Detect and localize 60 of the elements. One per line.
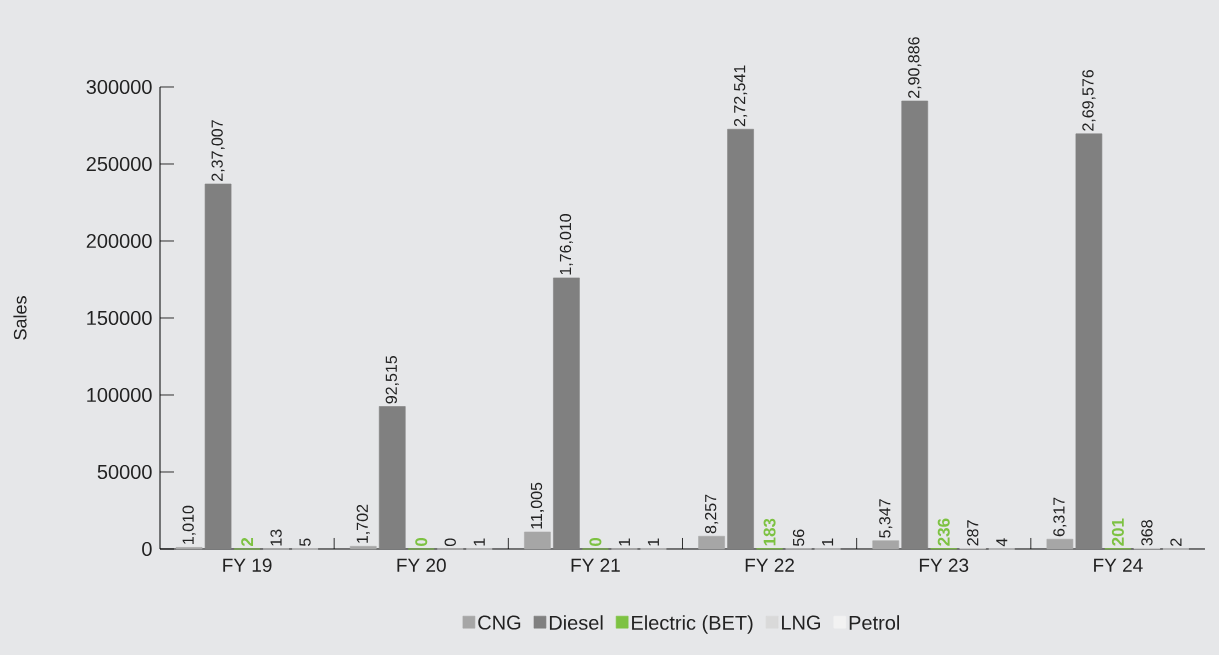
y-tick-label: 200000: [86, 233, 152, 249]
data-label: 1,76,010: [559, 213, 574, 275]
data-label: 2,69,576: [1082, 69, 1096, 131]
bar: [698, 535, 725, 550]
y-tick-label: 50000: [97, 464, 152, 480]
data-label: 92,515: [385, 355, 399, 404]
data-label: 2: [1170, 538, 1182, 546]
data-label: 201: [1111, 518, 1124, 546]
bar: [524, 531, 551, 550]
data-label: 8,257: [704, 494, 719, 534]
data-label: 56: [792, 529, 805, 546]
bar: [204, 183, 232, 550]
legend-label: LNG: [782, 615, 820, 630]
legend-label: Diesel: [549, 615, 603, 630]
bar: [349, 546, 377, 550]
bar: [901, 100, 929, 550]
data-label: 5,347: [879, 499, 893, 538]
y-tick-label: 300000: [86, 79, 152, 95]
bar: [378, 406, 406, 550]
data-label: 183: [763, 518, 776, 546]
legend-label: Electric (BET): [632, 615, 753, 634]
bar: [1046, 538, 1074, 550]
data-label: 5: [299, 538, 311, 547]
data-label: 236: [937, 518, 950, 546]
data-label: 1: [473, 538, 485, 546]
data-label: 368: [1141, 520, 1153, 546]
data-label: 2,72,541: [733, 65, 748, 127]
data-label: 4: [996, 538, 1008, 547]
x-tick-label: FY 21: [571, 558, 620, 572]
data-label: 2: [241, 537, 254, 547]
bar: [1075, 133, 1103, 550]
bar: [872, 540, 900, 550]
bar: [553, 277, 580, 550]
data-label: 2,90,886: [908, 37, 922, 98]
y-axis-title: Sales: [13, 296, 27, 340]
data-label: 6,317: [1053, 497, 1067, 537]
y-tick-label: 100000: [87, 387, 152, 403]
data-label: 0: [444, 538, 456, 547]
data-label: 13: [270, 529, 282, 546]
legend-label: Petrol: [849, 615, 900, 630]
data-label: 2,37,007: [211, 120, 225, 181]
data-label: 0: [415, 537, 428, 547]
x-tick-label: FY 19: [223, 558, 272, 572]
data-label: 11,005: [530, 482, 545, 529]
data-label: 0: [589, 537, 602, 547]
data-label: 1: [647, 538, 659, 546]
data-label: 1: [618, 538, 630, 546]
x-tick-label: FY 24: [1094, 558, 1143, 572]
data-label: 1,702: [356, 504, 370, 543]
x-tick-label: FY 22: [745, 558, 794, 572]
y-tick-label: 150000: [87, 310, 152, 326]
data-label: 1,010: [182, 505, 196, 544]
bar: [727, 128, 754, 550]
data-label: 287: [967, 520, 979, 546]
y-tick-label: 250000: [86, 156, 152, 172]
legend-label: CNG: [478, 615, 521, 630]
data-label: 1: [822, 538, 834, 546]
x-tick-label: FY 20: [397, 558, 446, 572]
x-tick-label: FY 23: [919, 558, 969, 572]
y-tick-label: 0: [142, 541, 152, 557]
